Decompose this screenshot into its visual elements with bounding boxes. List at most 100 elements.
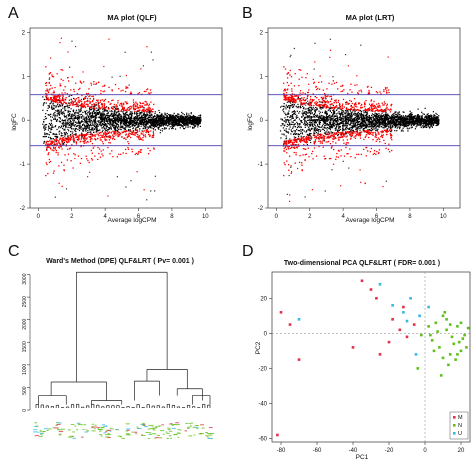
ma-point: [197, 126, 199, 128]
ma-point: [123, 113, 125, 115]
ma-point: [303, 107, 305, 109]
ma-point: [145, 114, 147, 116]
ma-significant-point: [138, 136, 140, 138]
ma-point: [188, 113, 190, 115]
ma-point: [117, 124, 119, 126]
ma-point: [93, 106, 95, 108]
ma-significant-point: [74, 99, 77, 102]
ma-significant-point: [83, 105, 85, 107]
ma-point: [147, 114, 149, 116]
ma-significant-point: [134, 134, 136, 136]
ma-point: [196, 121, 198, 123]
ma-significant-point: [123, 108, 125, 110]
plot-frame: [29, 27, 223, 209]
ma-point: [142, 117, 144, 119]
ma-point: [305, 131, 307, 133]
ma-significant-point: [53, 144, 56, 146]
x-tick-label: 4: [103, 214, 107, 220]
ma-point: [183, 116, 185, 118]
ma-point: [434, 116, 436, 118]
ma-point: [320, 117, 322, 119]
ma-significant-point: [134, 129, 137, 131]
ma-significant-point: [119, 132, 122, 135]
ma-point: [339, 112, 341, 114]
ma-point: [72, 110, 75, 112]
ma-point: [199, 116, 202, 118]
ma-significant-point: [67, 153, 70, 155]
ma-significant-point: [71, 104, 74, 106]
ma-significant-point: [104, 139, 106, 141]
ma-point: [343, 129, 345, 131]
ma-significant-point: [60, 161, 63, 164]
ma-significant-point: [73, 104, 75, 106]
ma-significant-point: [112, 99, 114, 101]
ma-significant-point: [147, 130, 149, 133]
ma-significant-point: [127, 134, 130, 136]
ma-point: [300, 121, 302, 123]
ma-point: [88, 131, 90, 133]
ma-point: [187, 118, 189, 121]
ma-point: [192, 115, 194, 118]
ma-point: [322, 120, 324, 122]
ma-point: [89, 115, 91, 117]
ma-significant-point: [58, 165, 60, 167]
ma-point: [54, 111, 56, 114]
ma-point: [332, 117, 334, 119]
ma-significant-point: [98, 135, 100, 137]
ma-significant-point: [64, 98, 66, 100]
ma-point: [132, 122, 134, 124]
ma-point: [50, 131, 52, 133]
ma-point: [294, 119, 296, 121]
ma-significant-point: [122, 89, 124, 91]
ma-significant-point: [142, 137, 144, 139]
ma-point: [192, 123, 194, 125]
ma-point: [97, 125, 99, 127]
ma-point: [67, 118, 70, 120]
ma-significant-point: [103, 99, 105, 102]
ma-point: [66, 115, 68, 117]
ma-point: [120, 117, 122, 119]
ma-significant-point: [148, 105, 150, 107]
ma-point: [311, 123, 314, 126]
ma-significant-point: [67, 139, 70, 141]
ma-point: [128, 124, 131, 126]
ma-point: [112, 120, 114, 122]
ma-significant-point: [85, 134, 87, 136]
ma-point: [333, 111, 335, 113]
ma-significant-point: [53, 142, 56, 144]
ma-point: [304, 122, 306, 124]
ma-point: [129, 116, 132, 118]
ma-point: [167, 122, 169, 124]
ma-point: [426, 115, 428, 117]
ma-point: [174, 124, 176, 127]
ma-point: [76, 139, 79, 141]
ma-significant-point: [110, 136, 112, 138]
ma-point: [83, 127, 85, 129]
ma-significant-point: [80, 81, 82, 84]
ma-point: [100, 113, 102, 115]
ma-point: [435, 124, 437, 127]
ma-significant-point: [121, 109, 123, 111]
ma-point: [137, 125, 139, 127]
ma-significant-point: [140, 138, 143, 140]
ma-point: [98, 119, 100, 122]
ma-point: [80, 109, 82, 111]
ma-significant-point: [131, 132, 133, 134]
ma-significant-point: [148, 106, 150, 109]
ma-point: [81, 132, 83, 134]
ma-significant-point: [128, 135, 131, 137]
ma-point: [327, 123, 329, 126]
ma-point: [55, 105, 58, 107]
ma-point: [110, 115, 112, 117]
ma-significant-point: [106, 131, 109, 133]
ma-point: [52, 101, 54, 103]
ma-significant-point: [71, 100, 73, 102]
ma-point: [194, 121, 196, 124]
ma-point: [88, 107, 91, 110]
ma-outlier-point: [146, 199, 148, 201]
ma-point: [84, 121, 86, 123]
ma-point: [398, 118, 400, 120]
ma-significant-point: [54, 97, 57, 100]
ma-significant-point: [97, 137, 99, 140]
ma-point: [133, 119, 135, 121]
